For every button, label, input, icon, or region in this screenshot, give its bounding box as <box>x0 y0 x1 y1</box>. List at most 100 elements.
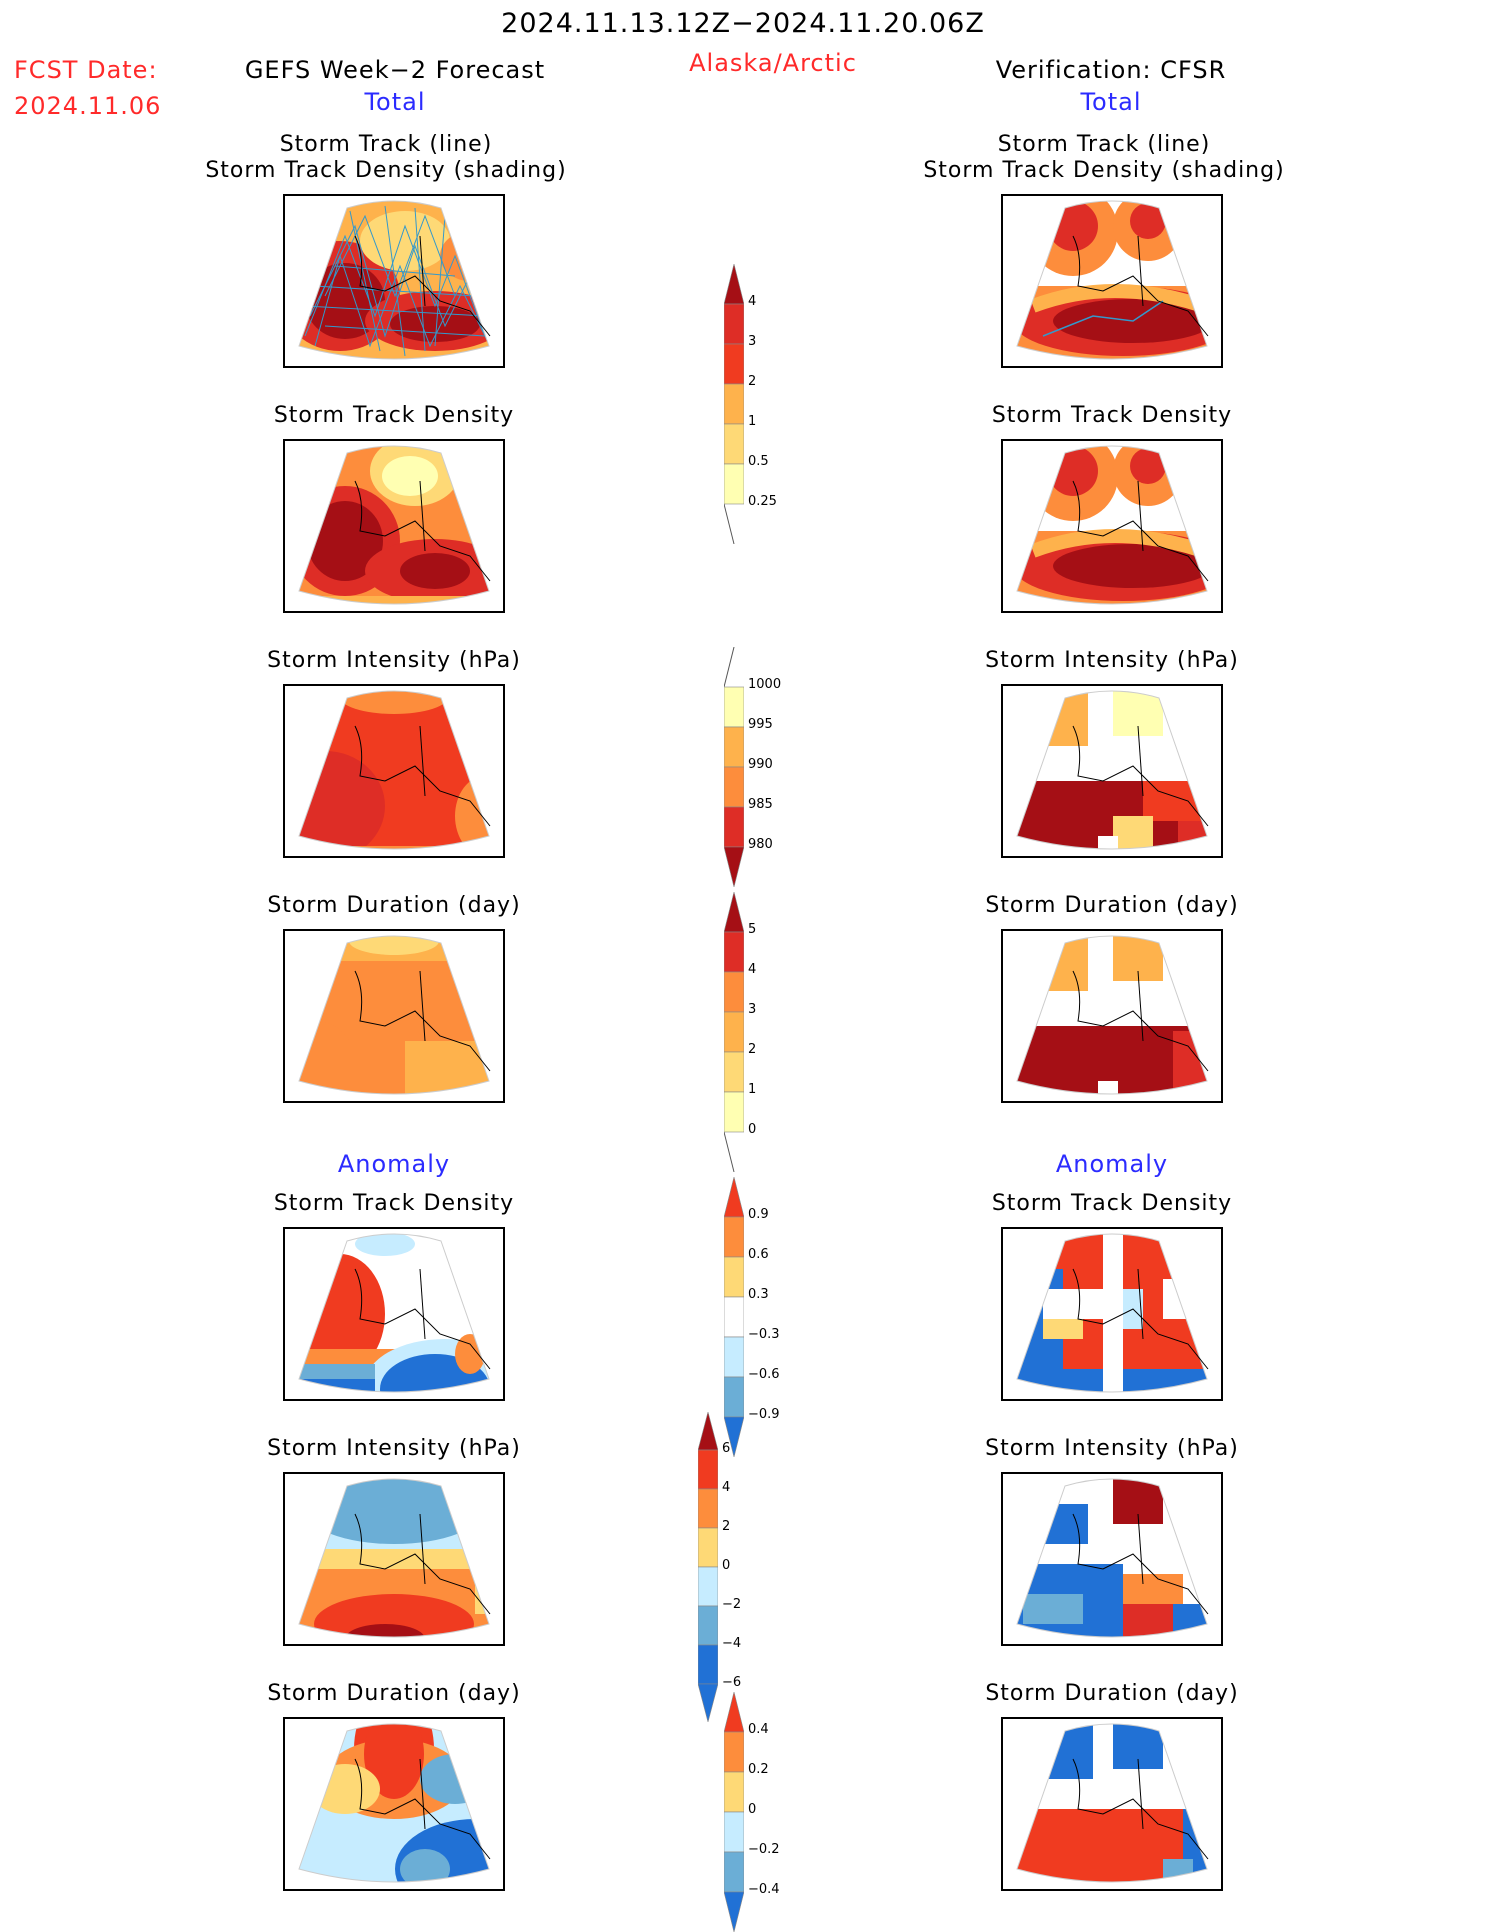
colorbar-intensity-anom-tick: −2 <box>722 1597 742 1612</box>
left-track-shading-title: Storm Track Density (shading) <box>205 158 567 183</box>
colorbar-density-anom-tick: 0.3 <box>748 1287 769 1302</box>
left-anom-density-title: Storm Track Density <box>273 1191 515 1216</box>
colorbar-intensity-anom-tick: 2 <box>722 1519 731 1534</box>
colorbar-segment <box>724 931 744 973</box>
colorbar-density-total-tick: 0.5 <box>748 454 769 469</box>
map-right-anom-duration-svg <box>1016 1723 1209 1883</box>
colorbar-segment <box>724 1416 744 1457</box>
colorbar-segment <box>724 383 744 425</box>
colorbar-segment <box>724 1256 744 1298</box>
colorbar-segment <box>724 303 744 345</box>
colorbar-intensity-anom-tick: 0 <box>722 1558 731 1573</box>
map-left-anom-duration-svg <box>298 1723 491 1883</box>
colorbar-duration-anom-tick: 0 <box>748 1802 757 1817</box>
colorbar-intensity-anom-svg <box>698 1412 718 1722</box>
right-density-title: Storm Track Density <box>991 403 1233 428</box>
right-anom-intensity-title: Storm Intensity (hPa) <box>985 1436 1239 1461</box>
colorbar-segment <box>698 1566 718 1607</box>
map-left-density <box>283 439 505 613</box>
colorbar-segment <box>724 1692 744 1733</box>
colorbar-segment <box>724 846 744 887</box>
colorbar-density-total-tick: 1 <box>748 414 757 429</box>
colorbar-segment <box>724 892 744 933</box>
right-total-label: Total <box>1080 88 1142 116</box>
colorbar-segment <box>724 1296 744 1338</box>
map-left-intensity <box>283 684 505 858</box>
map-right-anom-intensity-svg <box>1016 1478 1209 1638</box>
colorbar-duration-total-tick: 0 <box>748 1122 757 1137</box>
fcst-date: 2024.11.06 <box>14 92 162 120</box>
map-left-track <box>283 194 505 368</box>
colorbar-segment <box>698 1683 718 1722</box>
colorbar-segment <box>698 1644 718 1685</box>
map-left-duration-svg <box>298 935 491 1095</box>
colorbar-intensity-total-tick: 995 <box>748 717 773 732</box>
colorbar-segment <box>698 1605 718 1646</box>
right-track-shading-title: Storm Track Density (shading) <box>923 158 1285 183</box>
map-left-track-svg <box>298 200 491 360</box>
left-track-line-title: Storm Track (line) <box>279 132 493 157</box>
map-right-intensity-svg <box>1016 690 1209 850</box>
colorbar-segment <box>724 463 744 505</box>
colorbar-duration-anom-svg <box>724 1692 744 1932</box>
map-right-duration-svg <box>1016 935 1209 1095</box>
colorbar-segment <box>724 264 744 305</box>
map-right-anom-density-svg <box>1016 1233 1209 1393</box>
colorbar-segment <box>724 1091 744 1133</box>
right-anomaly-label: Anomaly <box>1055 1150 1169 1178</box>
colorbar-density-total-tick: 0.25 <box>748 494 777 509</box>
colorbar-segment <box>724 1051 744 1093</box>
colorbar-intensity-anom-tick: −6 <box>722 1675 742 1690</box>
map-left-anom-density-svg <box>298 1233 491 1393</box>
colorbar-segment <box>724 1811 744 1853</box>
colorbar-intensity-anom-tick: 4 <box>722 1480 731 1495</box>
colorbar-segment <box>724 806 744 848</box>
colorbar-duration-total: 0 1 2 3 4 5 <box>724 892 804 1172</box>
colorbar-intensity-total-tick: 1000 <box>748 677 782 692</box>
fcst-label: FCST Date: <box>14 56 158 84</box>
colorbar-density-anom-tick: 0.6 <box>748 1247 769 1262</box>
colorbar-duration-total-tick: 4 <box>748 962 757 977</box>
colorbar-duration-total-svg <box>724 892 744 1172</box>
right-anom-density-title: Storm Track Density <box>991 1191 1233 1216</box>
colorbar-density-anom-tick: −0.3 <box>748 1327 780 1342</box>
map-right-track-svg <box>1016 200 1209 360</box>
colorbar-segment <box>724 423 744 465</box>
colorbar-segment <box>698 1527 718 1568</box>
colorbar-duration-anom-tick: −0.2 <box>748 1842 780 1857</box>
colorbar-density-anom-tick: −0.9 <box>748 1407 780 1422</box>
colorbar-segment <box>724 1376 744 1418</box>
colorbar-intensity-total-tick: 985 <box>748 797 773 812</box>
map-right-intensity <box>1001 684 1223 858</box>
colorbar-segment <box>724 766 744 808</box>
colorbar-intensity-total-tick: 980 <box>748 837 773 852</box>
colorbar-segment <box>724 1891 744 1932</box>
region-label: Alaska/Arctic <box>689 49 857 77</box>
colorbar-intensity-anom-tick: 6 <box>722 1441 731 1456</box>
date-range-title: 2024.11.13.12Z−2024.11.20.06Z <box>501 8 985 39</box>
colorbar-intensity-anom: 6 4 2 0 −2 −4 −6 <box>698 1412 778 1722</box>
colorbar-duration-total-tick: 5 <box>748 922 757 937</box>
right-duration-title: Storm Duration (day) <box>985 893 1239 918</box>
map-right-density-svg <box>1016 445 1209 605</box>
left-anom-duration-title: Storm Duration (day) <box>267 1681 521 1706</box>
colorbar-segment <box>724 1216 744 1258</box>
left-anomaly-label: Anomaly <box>337 1150 451 1178</box>
colorbar-segment <box>724 1851 744 1893</box>
map-right-duration <box>1001 929 1223 1103</box>
map-left-duration <box>283 929 505 1103</box>
colorbar-density-anom-tick: 0.9 <box>748 1207 769 1222</box>
colorbar-segment <box>724 1011 744 1053</box>
colorbar-segment <box>724 343 744 385</box>
colorbar-intensity-anom-tick: −4 <box>722 1636 742 1651</box>
right-column-title: Verification: CFSR <box>995 56 1227 84</box>
colorbar-duration-total-tick: 2 <box>748 1042 757 1057</box>
colorbar-density-anom: 0.9 0.6 0.3 −0.3 −0.6 −0.9 <box>724 1177 804 1457</box>
colorbar-intensity-total-tick: 990 <box>748 757 773 772</box>
colorbar-duration-total-tick: 3 <box>748 1002 757 1017</box>
right-track-line-title: Storm Track (line) <box>997 132 1211 157</box>
colorbar-duration-total-tick: 1 <box>748 1082 757 1097</box>
colorbar-segment <box>698 1449 718 1490</box>
colorbar-density-total-tick: 2 <box>748 374 757 389</box>
colorbar-density-anom-svg <box>724 1177 744 1457</box>
